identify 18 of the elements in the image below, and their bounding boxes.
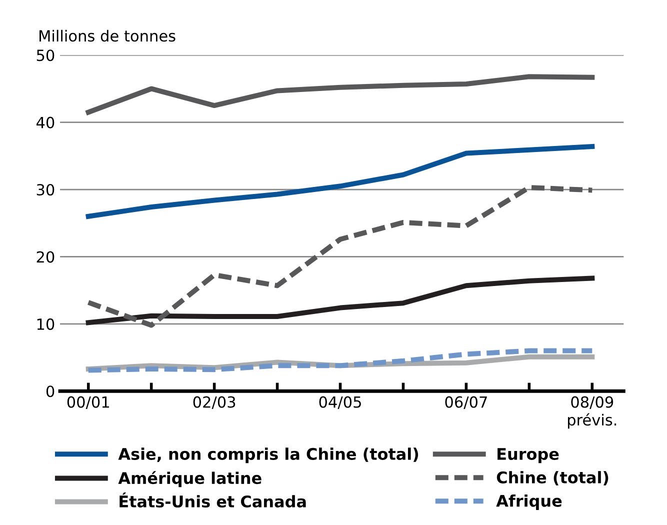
y-tick-label: 10 bbox=[37, 318, 54, 330]
legend-label: États-Unis et Canada bbox=[120, 492, 306, 508]
y-tick-label: 40 bbox=[36, 116, 54, 128]
legend-label: Amérique latine bbox=[118, 471, 262, 488]
y-tick-label: 30 bbox=[36, 184, 54, 196]
x-tick-label: 00/01 bbox=[67, 396, 109, 410]
x-tick-label: 04/05 bbox=[319, 396, 361, 410]
y-tick-label: 50 bbox=[36, 50, 54, 62]
y-tick-label: 20 bbox=[36, 251, 54, 263]
legend-label: Chine (total) bbox=[496, 471, 608, 486]
x-tick-label: 08/09 prévis. bbox=[568, 396, 616, 429]
y-axis-title: Millions de tonnes bbox=[40, 30, 176, 42]
x-tick-label: 06/07 bbox=[445, 396, 487, 410]
x-tick-label: 02/03 bbox=[193, 396, 236, 410]
legend-label: Afrique bbox=[496, 494, 562, 510]
y-tick-label: 0 bbox=[46, 386, 54, 398]
legend-label: Asie, non compris la Chine (total) bbox=[118, 448, 418, 464]
legend-label: Europe bbox=[498, 448, 559, 464]
